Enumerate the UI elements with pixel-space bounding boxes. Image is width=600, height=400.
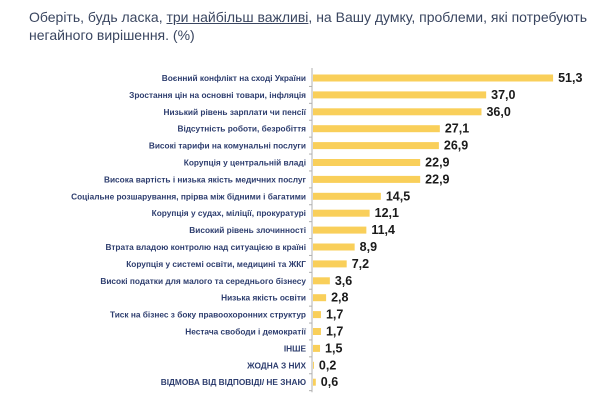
bar [313, 378, 316, 386]
category-label: Зростання цін на основні товари, інфляці… [129, 90, 306, 100]
category-label: ІНШЕ [284, 343, 307, 353]
bar [313, 175, 421, 183]
data-label: 36,0 [486, 105, 510, 119]
bar [313, 361, 314, 369]
data-label: 7,2 [352, 257, 369, 271]
category-label: ВІДМОВА ВІД ВІДПОВІДІ/ НЕ ЗНАЮ [161, 377, 307, 387]
category-label: Відсутність роботи, безробіття [177, 124, 306, 134]
data-label: 51,3 [558, 71, 582, 85]
bar [313, 243, 355, 251]
category-label: Тиск на бізнес з боку правоохоронних стр… [110, 310, 306, 320]
category-label: Висока вартість і низька якість медичних… [104, 174, 307, 184]
bar [313, 209, 370, 217]
bar [313, 91, 487, 99]
category-label: Високі податки для малого та середнього … [100, 276, 306, 286]
bar [313, 311, 321, 319]
data-label: 8,9 [360, 240, 377, 254]
category-label: Воєнний конфлікт на сході України [162, 73, 306, 83]
data-label: 11,4 [371, 223, 395, 237]
title-part: Оберіть, будь ласка, [29, 9, 167, 25]
category-label: Високий рівень злочинності [189, 225, 306, 235]
category-label: Нестача свободи і демократії [185, 327, 306, 337]
bar [313, 277, 330, 285]
category-label: ЖОДНА З НИХ [246, 360, 306, 370]
category-label: Корупція у центральній владі [184, 158, 306, 168]
bar [313, 226, 367, 234]
bar [313, 142, 439, 150]
bar [313, 344, 321, 352]
data-label: 22,9 [425, 172, 449, 186]
data-label: 0,6 [321, 375, 338, 389]
bar [313, 260, 347, 268]
data-label: 27,1 [445, 122, 469, 136]
category-label: Низька якість освіти [221, 293, 306, 303]
chart-title: Оберіть, будь ласка, три найбільш важлив… [29, 8, 589, 44]
title-part: , на Вашу думку, проблеми, які потребуют… [29, 9, 588, 43]
bar [313, 125, 440, 133]
data-label: 14,5 [386, 189, 410, 203]
data-label: 37,0 [491, 88, 515, 102]
data-label: 1,7 [326, 325, 343, 339]
data-label: 1,5 [325, 341, 342, 355]
bar [313, 294, 327, 302]
data-label: 1,7 [326, 308, 343, 322]
category-label: Втрата владою контролю над ситуацією в к… [105, 242, 306, 252]
data-label: 22,9 [425, 156, 449, 170]
data-label: 0,2 [319, 358, 336, 372]
bar [313, 192, 381, 200]
bar [313, 108, 482, 116]
bar [313, 328, 321, 335]
data-label: 2,8 [331, 291, 348, 305]
category-label: Корупція у судах, міліції, прокуратурі [152, 208, 306, 218]
data-label: 26,9 [444, 139, 468, 153]
bar [313, 74, 554, 82]
title-emphasis: три найбільш важливі [166, 9, 309, 25]
bar [313, 159, 421, 166]
category-label: Високі тарифи на комунальні послуги [149, 141, 306, 151]
category-label: Корупція у системі освіти, медицині та Ж… [126, 259, 306, 269]
data-label: 12,1 [375, 206, 399, 220]
category-label: Низький рівень зарплати чи пенсії [163, 107, 306, 117]
category-label: Соціальне розшарування, прірва між бідни… [71, 191, 306, 201]
data-label: 3,6 [335, 274, 352, 288]
